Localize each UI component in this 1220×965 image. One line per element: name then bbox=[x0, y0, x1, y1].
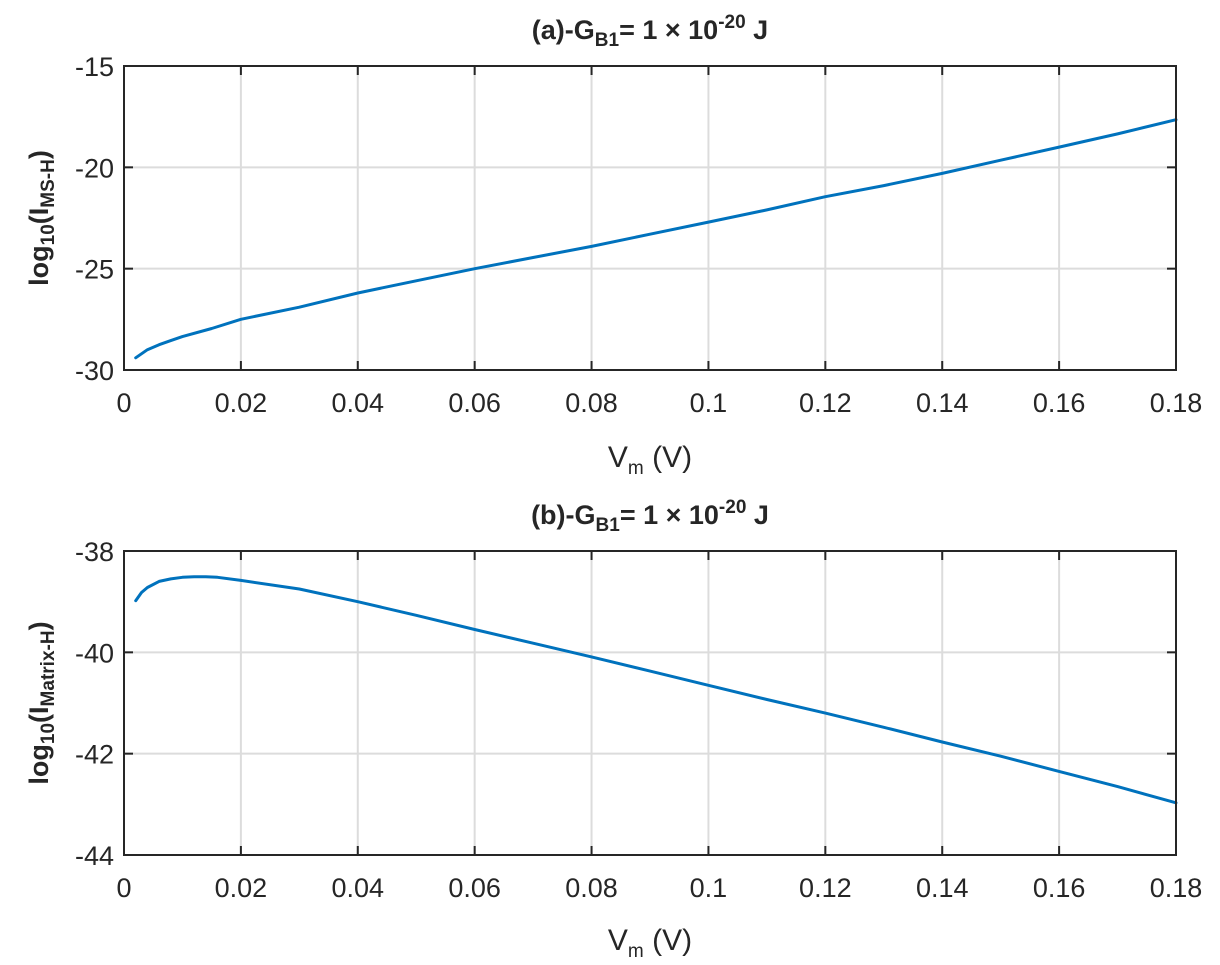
x-tick-label: 0.12 bbox=[799, 873, 852, 903]
chart-title: (a)-GB1= 1 × 10-20 J bbox=[532, 12, 768, 51]
x-label-text: V bbox=[608, 441, 628, 474]
y-tick-label: -25 bbox=[75, 255, 114, 285]
x-tick-label: 0.02 bbox=[215, 873, 268, 903]
y-label-subscript: 10 bbox=[38, 224, 59, 245]
y-label-text: log bbox=[24, 245, 54, 286]
x-tick-label: 0.14 bbox=[916, 873, 969, 903]
y-tick-label: -42 bbox=[75, 740, 114, 770]
title-text: = 1 × 10 bbox=[620, 500, 719, 530]
x-tick-label: 0.1 bbox=[690, 873, 728, 903]
title-text: J bbox=[746, 500, 769, 530]
x-tick-label: 0.06 bbox=[448, 873, 501, 903]
x-axis-label: Vm (V) bbox=[608, 441, 692, 479]
series-line bbox=[134, 118, 1178, 360]
title-text: (a)-G bbox=[532, 15, 595, 45]
x-tick-label: 0.04 bbox=[331, 388, 384, 418]
axes-box bbox=[123, 65, 1177, 371]
x-tick-label: 0 bbox=[116, 388, 131, 418]
y-axis-label: log10(IMatrix-H) bbox=[24, 621, 59, 784]
x-tick-label: 0.16 bbox=[1033, 388, 1086, 418]
x-label-subscript: m bbox=[628, 941, 644, 962]
y-label-text: (I bbox=[24, 706, 54, 723]
title-superscript: -20 bbox=[719, 497, 746, 518]
chart-title: (b)-GB1= 1 × 10-20 J bbox=[531, 497, 769, 536]
x-tick-label: 0.12 bbox=[799, 388, 852, 418]
x-label-subscript: m bbox=[628, 458, 644, 479]
x-label-text: (V) bbox=[644, 441, 692, 474]
y-tick-label: -44 bbox=[75, 841, 114, 871]
y-tick-label: -15 bbox=[75, 52, 114, 82]
y-label-text: ) bbox=[24, 621, 54, 630]
x-tick-label: 0.18 bbox=[1150, 388, 1203, 418]
x-tick-label: 0.16 bbox=[1033, 873, 1086, 903]
y-tick-label: -30 bbox=[75, 356, 114, 386]
x-label-text: (V) bbox=[644, 924, 692, 957]
y-label-text: (I bbox=[24, 208, 54, 225]
x-tick-label: 0.14 bbox=[916, 388, 969, 418]
x-tick-label: 0.08 bbox=[565, 873, 618, 903]
x-tick-label: 0.06 bbox=[448, 388, 501, 418]
y-tick-label: -38 bbox=[75, 537, 114, 567]
title-subscript: B1 bbox=[595, 30, 620, 51]
y-tick-label: -40 bbox=[75, 638, 114, 668]
title-text: J bbox=[746, 15, 769, 45]
title-text: (b)-G bbox=[531, 500, 595, 530]
x-tick-label: 0.04 bbox=[331, 873, 384, 903]
x-tick-label: 0.1 bbox=[690, 388, 728, 418]
axes-box bbox=[123, 550, 1177, 856]
series-line bbox=[134, 575, 1178, 805]
title-superscript: -20 bbox=[718, 12, 745, 33]
chart-panel-a: 0 0.02 0.04 0.06 0.08 0.1 0.12 0.14 0.16 0.18 -30 -… bbox=[24, 12, 1202, 479]
x-tick-label: 0 bbox=[116, 873, 131, 903]
x-label-text: V bbox=[608, 924, 628, 957]
y-label-subscript: MS-H bbox=[38, 159, 59, 208]
x-tick-label: 0.02 bbox=[215, 388, 268, 418]
chart-panel-b: 0 0.02 0.04 0.06 0.08 0.1 0.12 0.14 0.16 0.18 -44 -… bbox=[24, 497, 1202, 962]
title-subscript: B1 bbox=[596, 515, 621, 536]
x-axis-label: Vm (V) bbox=[608, 924, 692, 962]
y-tick-label: -20 bbox=[75, 153, 114, 183]
y-label-text: ) bbox=[24, 150, 54, 159]
x-tick-label: 0.18 bbox=[1150, 873, 1203, 903]
x-tick-label: 0.08 bbox=[565, 388, 618, 418]
y-label-subscript: Matrix-H bbox=[38, 630, 59, 706]
y-axis-label: log10(IMS-H) bbox=[24, 150, 59, 286]
title-text: = 1 × 10 bbox=[619, 15, 718, 45]
y-label-text: log bbox=[24, 744, 54, 785]
y-label-subscript: 10 bbox=[38, 723, 59, 744]
